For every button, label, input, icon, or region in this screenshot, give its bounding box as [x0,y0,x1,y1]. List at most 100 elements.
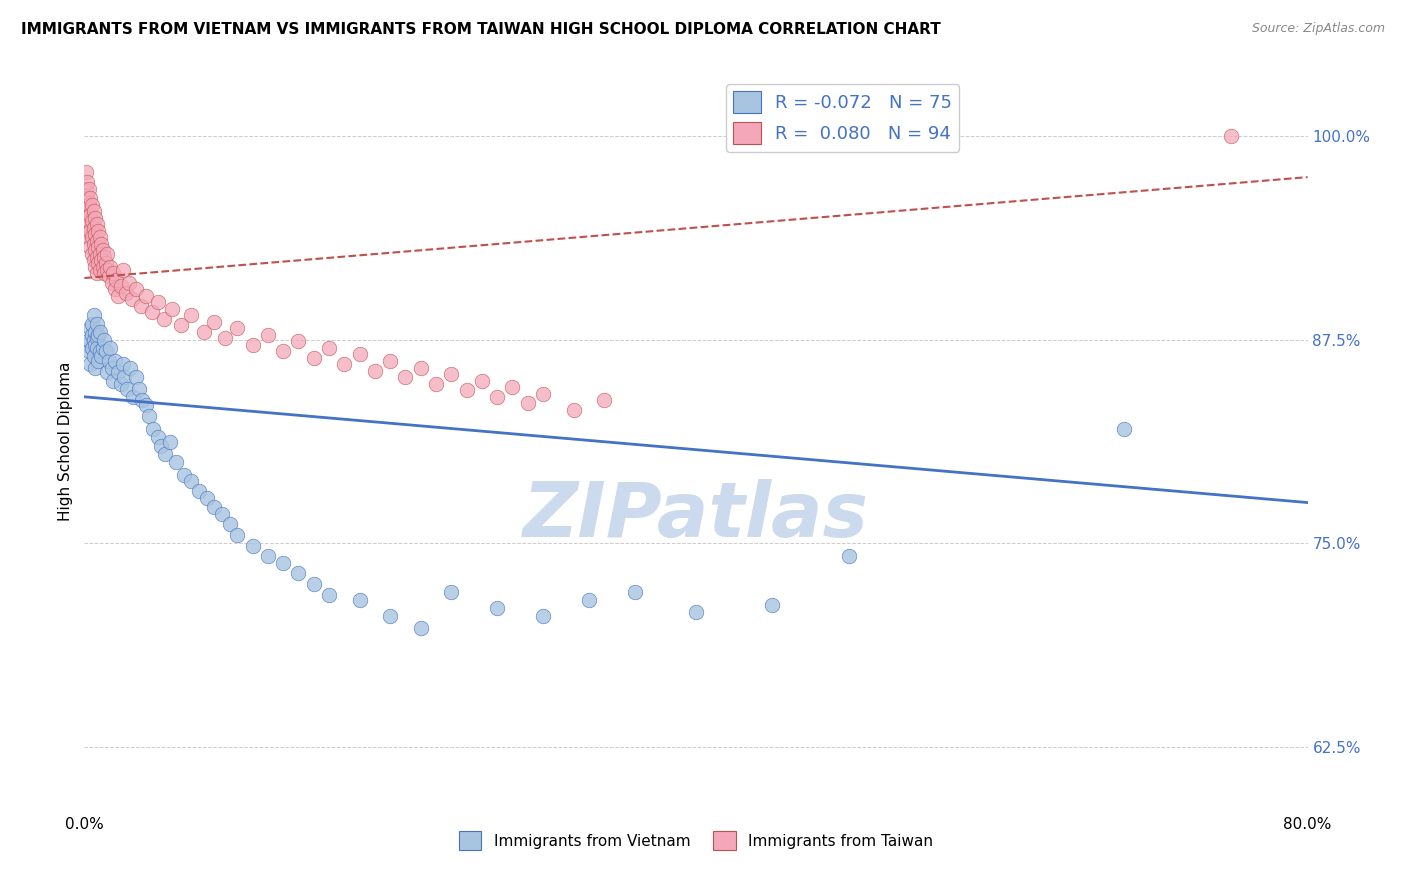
Point [838,549,860,564]
Point [593,392,616,407]
Text: IMMIGRANTS FROM VIETNAM VS IMMIGRANTS FROM TAIWAN HIGH SCHOOL DIPLOMA CORRELATIO: IMMIGRANTS FROM VIETNAM VS IMMIGRANTS FR… [21,22,941,37]
Point [77,214,100,228]
Point [93,333,115,347]
Point [180,309,202,323]
Point [202,500,225,515]
Point [75,198,97,212]
Point [83,309,105,323]
Point [84,244,107,258]
Point [105,272,128,286]
Point [79,208,101,222]
Point [86,234,108,248]
Point [87,354,110,368]
Point [103,266,125,280]
Point [79,240,101,254]
Point [84,211,107,225]
Point [153,311,176,326]
Point [84,260,107,274]
Point [84,360,107,375]
Point [486,601,509,615]
Point [104,354,127,368]
Point [86,217,108,231]
Point [170,318,193,333]
Point [135,289,157,303]
Point [125,370,148,384]
Point [87,328,110,343]
Point [146,430,169,444]
Point [80,198,103,212]
Point [76,224,98,238]
Point [114,285,136,300]
Point [77,181,100,195]
Point [87,224,110,238]
Point [89,325,111,339]
Point [110,376,132,391]
Point [502,380,524,394]
Point [93,250,115,264]
Point [129,299,152,313]
Point [75,165,97,179]
Point [104,282,127,296]
Point [149,439,172,453]
Point [94,344,117,359]
Point [76,337,98,351]
Point [107,289,129,303]
Point [101,360,124,375]
Point [160,301,183,316]
Point [188,484,211,499]
Point [121,292,143,306]
Point [364,364,387,378]
Point [287,334,309,349]
Point [318,341,340,355]
Point [271,556,294,570]
Point [257,549,280,564]
Point [165,455,187,469]
Point [80,246,103,260]
Point [142,422,165,436]
Point [84,227,107,241]
Point [83,349,105,363]
Point [761,598,783,612]
Point [98,260,121,274]
Point [440,367,463,381]
Point [96,263,118,277]
Point [380,609,402,624]
Point [257,328,280,343]
Point [77,230,100,244]
Point [79,357,101,371]
Point [159,435,181,450]
Point [75,181,97,195]
Point [624,585,647,599]
Point [76,175,98,189]
Point [107,365,129,379]
Text: ZIPatlas: ZIPatlas [523,479,869,552]
Point [89,344,111,359]
Point [111,357,134,371]
Point [110,279,132,293]
Point [218,516,240,531]
Point [1220,129,1243,144]
Point [90,236,112,251]
Point [93,266,115,280]
Point [79,321,101,335]
Y-axis label: High School Diploma: High School Diploma [58,362,73,521]
Point [98,341,121,355]
Point [333,357,356,371]
Point [120,360,142,375]
Point [77,333,100,347]
Point [83,253,105,268]
Point [91,341,114,355]
Point [486,390,509,404]
Point [76,191,98,205]
Point [83,236,105,251]
Point [80,214,103,228]
Point [122,390,145,404]
Point [409,621,432,635]
Point [180,475,202,489]
Point [562,402,585,417]
Point [87,256,110,270]
Point [76,208,98,222]
Point [155,447,177,461]
Point [226,528,249,542]
Point [97,354,120,368]
